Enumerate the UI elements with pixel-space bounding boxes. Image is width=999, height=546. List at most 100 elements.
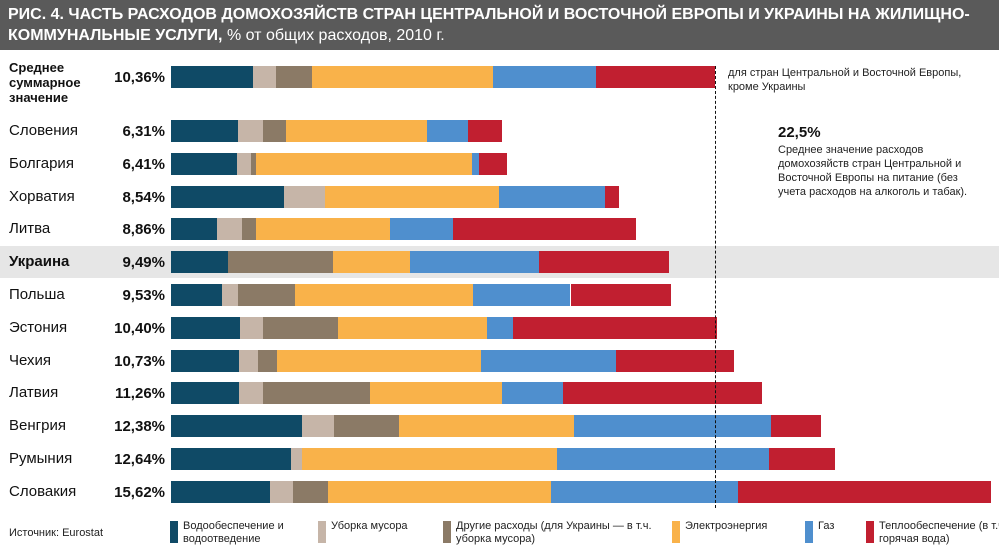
bar-segment <box>478 152 508 175</box>
bar-segment <box>452 218 637 241</box>
bar-segment <box>486 316 514 339</box>
bar-segment <box>605 185 620 208</box>
bar-segment <box>557 448 769 470</box>
category-label: Венгрия <box>9 417 66 435</box>
bar-segment <box>171 120 238 142</box>
bar-segment <box>171 480 270 503</box>
bar-segment <box>171 448 291 470</box>
bar-segment <box>241 218 257 241</box>
bar-segment <box>370 382 503 405</box>
total-label: 15,62% <box>114 483 165 501</box>
bar-segment <box>493 66 597 88</box>
category-label: Латвия <box>9 384 59 402</box>
bar-segment <box>171 218 217 241</box>
legend-label: Водообеспечение и водоотведение <box>183 520 284 545</box>
legend-label: Уборка мусора <box>331 520 408 532</box>
total-label: 11,26% <box>114 385 165 403</box>
bar-segment <box>238 382 263 405</box>
legend-swatch <box>866 521 874 543</box>
total-label: 10,40% <box>114 319 165 337</box>
bar-segment <box>262 382 371 405</box>
total-label: 12,64% <box>114 451 165 468</box>
chart-subtitle: % от общих расходов, 2010 г. <box>226 27 445 44</box>
bar-segment <box>539 251 670 274</box>
bar-segment <box>399 415 575 438</box>
reference-line <box>714 66 716 508</box>
bar-segment <box>563 382 763 405</box>
bar-segment <box>237 284 296 306</box>
chart-title: РИС. 4. ЧАСТЬ РАСХОДОВ ДОМОХОЗЯЙСТВ СТРА… <box>8 6 970 44</box>
bar-segment <box>324 185 500 208</box>
bar-segment <box>171 316 240 339</box>
annotation: 22,5% <box>778 124 821 141</box>
total-label: 9,53% <box>122 287 165 304</box>
bar-segment <box>257 349 277 372</box>
annotation: Среднее значение расходов домохозяйств с… <box>778 144 968 198</box>
category-label: Польша <box>9 286 65 303</box>
bar-segment <box>171 382 239 405</box>
bar-segment <box>252 66 276 88</box>
category-label: Среднее суммарное значение <box>9 60 81 105</box>
category-label: Словения <box>9 122 79 139</box>
bar-segment <box>738 480 991 503</box>
category-label: Чехия <box>9 351 52 369</box>
bar-segment <box>292 480 329 503</box>
bar-segment <box>389 218 453 241</box>
legend-label: Другие расходы (для Украины — в т.ч. убо… <box>456 520 652 545</box>
bar-segment <box>263 120 287 142</box>
bar-segment <box>171 415 302 438</box>
bar-segment <box>427 120 469 142</box>
bar-segment <box>171 284 222 306</box>
bar-segment <box>171 185 284 208</box>
bar-segment <box>570 284 672 306</box>
bar-segment <box>286 120 428 142</box>
category-label: Эстония <box>9 318 68 336</box>
category-label: Литва <box>9 220 51 238</box>
title-bar: РИС. 4. ЧАСТЬ РАСХОДОВ ДОМОХОЗЯЙСТВ СТРА… <box>0 0 999 50</box>
bar-segment <box>295 284 473 306</box>
total-label: 9,49% <box>122 254 165 272</box>
legend-swatch <box>672 521 680 543</box>
bar-segment <box>499 185 606 208</box>
bar-segment <box>290 448 302 470</box>
bar-segment <box>171 349 239 372</box>
bar-segment <box>283 185 325 208</box>
bar-segment <box>275 66 312 88</box>
bar-segment <box>333 415 400 438</box>
bar-segment <box>301 448 558 470</box>
bar-segment <box>574 415 772 438</box>
category-label: Словакия <box>9 482 77 500</box>
bar-segment <box>238 349 258 372</box>
bar-segment <box>410 251 539 274</box>
legend-swatch <box>443 521 451 543</box>
bar-segment <box>513 316 717 339</box>
bar-segment <box>250 152 257 175</box>
bar-segment <box>227 251 333 274</box>
total-label: 10,73% <box>114 352 165 370</box>
bar-segment <box>551 480 739 503</box>
bar-segment <box>221 284 238 306</box>
total-label: 8,54% <box>122 188 165 206</box>
total-label: 12,38% <box>114 418 165 436</box>
bar-segment <box>171 251 228 274</box>
bar-segment <box>481 349 617 372</box>
legend-swatch <box>170 521 178 543</box>
bar-segment <box>276 349 482 372</box>
bar-segment <box>216 218 242 241</box>
category-label: Болгария <box>9 154 74 172</box>
bar-segment <box>239 316 263 339</box>
category-label: Хорватия <box>9 187 75 205</box>
bar-segment <box>471 152 479 175</box>
bar-segment <box>236 152 251 175</box>
bar-segment <box>616 349 735 372</box>
legend-label: Газ <box>818 520 835 532</box>
source: Источник: Eurostat <box>9 527 104 539</box>
bar-segment <box>171 66 253 88</box>
bar-segment <box>332 251 411 274</box>
bar-segment <box>768 448 835 470</box>
category-label: Украина <box>9 253 70 271</box>
bar-segment <box>502 382 564 405</box>
legend-label: Электроэнергия <box>685 520 768 532</box>
bar-segment <box>596 66 715 88</box>
